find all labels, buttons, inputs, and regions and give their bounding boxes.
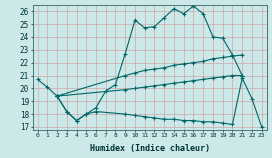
X-axis label: Humidex (Indice chaleur): Humidex (Indice chaleur)	[89, 144, 210, 153]
